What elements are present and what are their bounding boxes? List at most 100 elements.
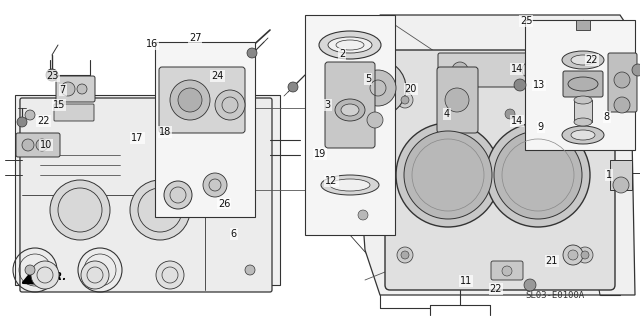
FancyBboxPatch shape bbox=[16, 133, 60, 157]
Text: 14: 14 bbox=[511, 63, 524, 74]
Text: 12: 12 bbox=[325, 176, 338, 186]
Circle shape bbox=[577, 247, 593, 263]
Circle shape bbox=[77, 84, 87, 94]
Circle shape bbox=[46, 69, 58, 81]
Circle shape bbox=[61, 82, 75, 96]
Circle shape bbox=[36, 139, 48, 151]
Circle shape bbox=[505, 109, 515, 119]
Text: 8: 8 bbox=[604, 112, 610, 122]
Circle shape bbox=[524, 279, 536, 291]
Circle shape bbox=[396, 123, 500, 227]
Polygon shape bbox=[15, 95, 280, 285]
Circle shape bbox=[245, 265, 255, 275]
Text: 22: 22 bbox=[586, 55, 598, 65]
Text: 27: 27 bbox=[189, 33, 202, 43]
Bar bbox=[305, 15, 395, 235]
Circle shape bbox=[25, 265, 35, 275]
FancyBboxPatch shape bbox=[608, 53, 637, 112]
Circle shape bbox=[445, 88, 469, 112]
Circle shape bbox=[247, 48, 257, 58]
Circle shape bbox=[164, 181, 192, 209]
Circle shape bbox=[31, 261, 59, 289]
Text: 13: 13 bbox=[532, 80, 545, 91]
Text: 23: 23 bbox=[46, 71, 59, 81]
Circle shape bbox=[397, 247, 413, 263]
Ellipse shape bbox=[574, 118, 592, 126]
Circle shape bbox=[614, 97, 630, 113]
Text: 6: 6 bbox=[230, 229, 237, 240]
Ellipse shape bbox=[330, 179, 370, 191]
Text: 9: 9 bbox=[538, 122, 544, 132]
Circle shape bbox=[178, 88, 202, 112]
Text: 20: 20 bbox=[404, 84, 417, 94]
Circle shape bbox=[170, 80, 210, 120]
Text: 22: 22 bbox=[37, 115, 50, 126]
Circle shape bbox=[353, 205, 373, 225]
Circle shape bbox=[130, 180, 190, 240]
Circle shape bbox=[563, 245, 583, 265]
Ellipse shape bbox=[562, 51, 604, 69]
Text: SL03-E0100A: SL03-E0100A bbox=[525, 291, 584, 300]
Circle shape bbox=[514, 79, 526, 91]
Circle shape bbox=[397, 92, 413, 108]
FancyBboxPatch shape bbox=[438, 53, 542, 87]
Circle shape bbox=[215, 90, 245, 120]
FancyBboxPatch shape bbox=[159, 67, 245, 133]
Text: 19: 19 bbox=[314, 149, 326, 159]
Text: 22: 22 bbox=[490, 284, 502, 294]
FancyBboxPatch shape bbox=[20, 98, 272, 292]
Ellipse shape bbox=[571, 55, 595, 65]
Polygon shape bbox=[360, 15, 635, 295]
Text: 10: 10 bbox=[40, 140, 52, 150]
Text: 16: 16 bbox=[146, 39, 159, 49]
Text: 2: 2 bbox=[339, 48, 346, 59]
Circle shape bbox=[367, 112, 383, 128]
Circle shape bbox=[81, 261, 109, 289]
Ellipse shape bbox=[574, 96, 592, 104]
Text: 4: 4 bbox=[444, 109, 450, 119]
Circle shape bbox=[404, 131, 492, 219]
Circle shape bbox=[50, 180, 110, 240]
Ellipse shape bbox=[571, 130, 595, 140]
Circle shape bbox=[452, 62, 468, 78]
Text: 5: 5 bbox=[365, 74, 371, 84]
Circle shape bbox=[401, 96, 409, 104]
Circle shape bbox=[350, 60, 406, 116]
Text: 24: 24 bbox=[211, 71, 224, 81]
Circle shape bbox=[522, 62, 538, 78]
Text: 7: 7 bbox=[60, 85, 66, 95]
FancyBboxPatch shape bbox=[437, 67, 478, 133]
Circle shape bbox=[203, 173, 227, 197]
FancyBboxPatch shape bbox=[54, 104, 94, 121]
Circle shape bbox=[577, 92, 593, 108]
Circle shape bbox=[156, 261, 184, 289]
Circle shape bbox=[502, 266, 512, 276]
Ellipse shape bbox=[335, 99, 365, 121]
Bar bbox=[576, 20, 590, 30]
Circle shape bbox=[360, 70, 396, 106]
Ellipse shape bbox=[341, 104, 359, 116]
Circle shape bbox=[581, 251, 589, 259]
Circle shape bbox=[581, 96, 589, 104]
Circle shape bbox=[614, 72, 630, 88]
Circle shape bbox=[288, 82, 298, 92]
Text: 26: 26 bbox=[218, 198, 230, 209]
FancyBboxPatch shape bbox=[325, 62, 375, 148]
Circle shape bbox=[245, 110, 255, 120]
Circle shape bbox=[632, 64, 640, 76]
Bar bbox=[610, 160, 632, 190]
Ellipse shape bbox=[562, 126, 604, 144]
Text: 21: 21 bbox=[545, 256, 558, 266]
Polygon shape bbox=[20, 100, 270, 290]
FancyBboxPatch shape bbox=[563, 71, 603, 97]
Text: 17: 17 bbox=[131, 133, 144, 143]
FancyBboxPatch shape bbox=[56, 76, 95, 102]
Text: 11: 11 bbox=[460, 276, 472, 286]
Ellipse shape bbox=[328, 37, 372, 53]
Text: 15: 15 bbox=[52, 100, 65, 110]
Text: 3: 3 bbox=[324, 100, 331, 110]
Circle shape bbox=[358, 210, 368, 220]
Text: 14: 14 bbox=[511, 115, 524, 126]
Bar bbox=[525, 20, 635, 150]
Circle shape bbox=[17, 117, 27, 127]
